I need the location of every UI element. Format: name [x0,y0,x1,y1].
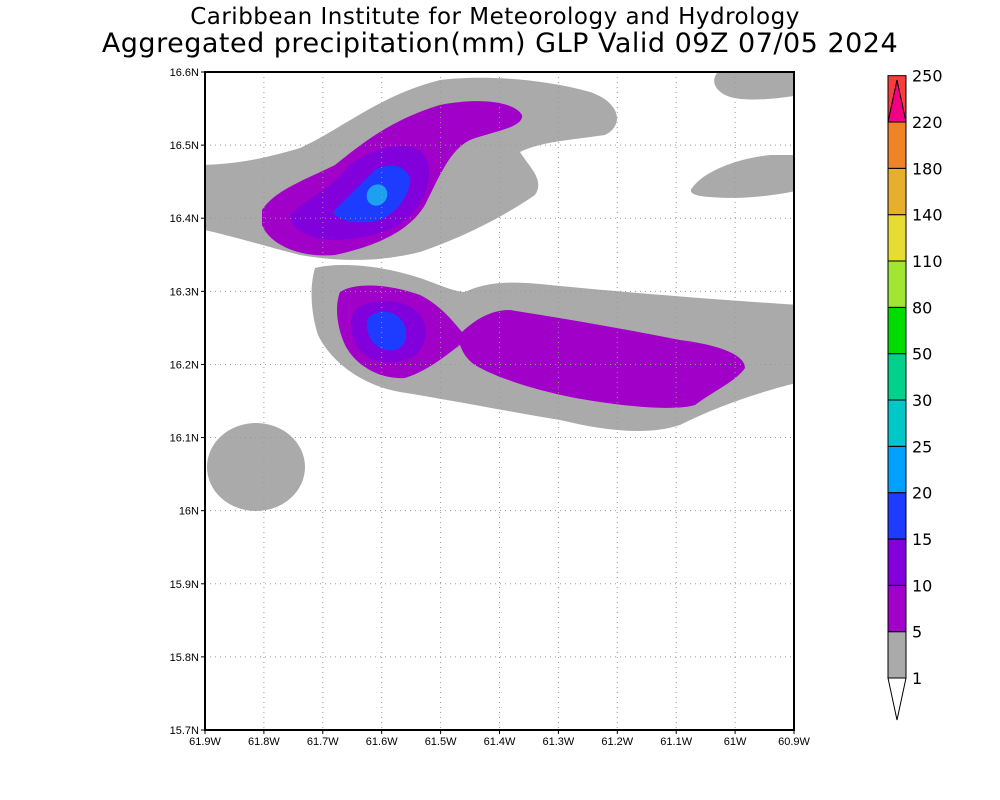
y-tick-label: 16N [179,506,199,518]
institute-title: Caribbean Institute for Meteorology and … [190,4,800,30]
colorbar-label: 30 [912,391,932,410]
colorbar-box [887,584,907,633]
colorbar-label: 220 [912,113,943,132]
x-tick-label: 61.6W [366,736,398,748]
y-tick-label: 15.7N [170,725,199,737]
colorbar-label: 180 [912,159,943,178]
colorbar-label: 1 [912,669,922,688]
colorbar-label: 10 [912,576,932,595]
colorbar-label: 140 [912,206,943,225]
contour-1-5-southwest [207,423,305,511]
x-tick-label: 61.4W [484,736,516,748]
colorbar-box [887,260,907,308]
colorbar-box [887,353,907,401]
colorbar-box [887,399,907,447]
colorbar-box [887,214,907,262]
x-tick-label: 61.2W [601,736,633,748]
x-tick-label: 61.7W [307,736,339,748]
colorbar-label: 80 [912,298,932,317]
colorbar-box [887,306,907,355]
colorbar-label: 25 [912,437,932,456]
colorbar-box [887,492,907,540]
colorbar-upper-arrow [887,79,907,123]
contour-5-10-south [337,285,745,408]
map-title: Aggregated precipitation(mm) GLP Valid 0… [101,28,899,59]
contour-20-25-north [366,184,388,206]
x-axis-ticks: 61.9W 61.8W 61.7W 61.6W 61.5W 61.4W 61.3W 61.2W… [189,730,811,748]
colorbar-label: 50 [912,345,932,364]
colorbar-label: 15 [912,530,932,549]
contour-15-20-south [366,311,407,351]
y-tick-label: 15.9N [170,579,199,591]
grid-lines [205,72,794,730]
y-tick-label: 15.8N [170,652,199,664]
colorbar-label: 20 [912,484,932,503]
contour-1-5-east [691,155,794,198]
y-tick-label: 16.1N [170,433,199,445]
colorbar-box [887,445,907,494]
x-tick-label: 61.9W [189,736,221,748]
colorbar-box [887,121,907,169]
y-tick-label: 16.3N [170,286,199,298]
y-axis-ticks: 15.7N 15.8N 15.9N 16N 16.1N 16.2N 16.3N 16.4N 16… [170,67,205,737]
y-tick-label: 16.2N [170,359,199,371]
x-tick-label: 61.3W [543,736,575,748]
y-tick-label: 16.4N [170,213,199,225]
colorbar-lower-arrow [887,677,907,721]
colorbar-box [887,167,907,216]
x-tick-label: 60.9W [778,736,810,748]
colorbar-label: 110 [912,252,943,271]
x-tick-label: 61.5W [425,736,457,748]
colorbar-label: 5 [912,623,922,642]
x-tick-label: 61.8W [248,736,280,748]
colorbar-box [887,631,907,679]
contour-1-5-northeast [714,72,794,100]
x-tick-label: 61.1W [660,736,692,748]
y-tick-label: 16.6N [170,67,199,79]
x-tick-label: 61W [724,736,747,748]
colorbar-box [887,538,907,586]
colorbar-label: 250 [912,67,943,86]
y-tick-label: 16.5N [170,140,199,152]
precip-contours [205,72,794,730]
